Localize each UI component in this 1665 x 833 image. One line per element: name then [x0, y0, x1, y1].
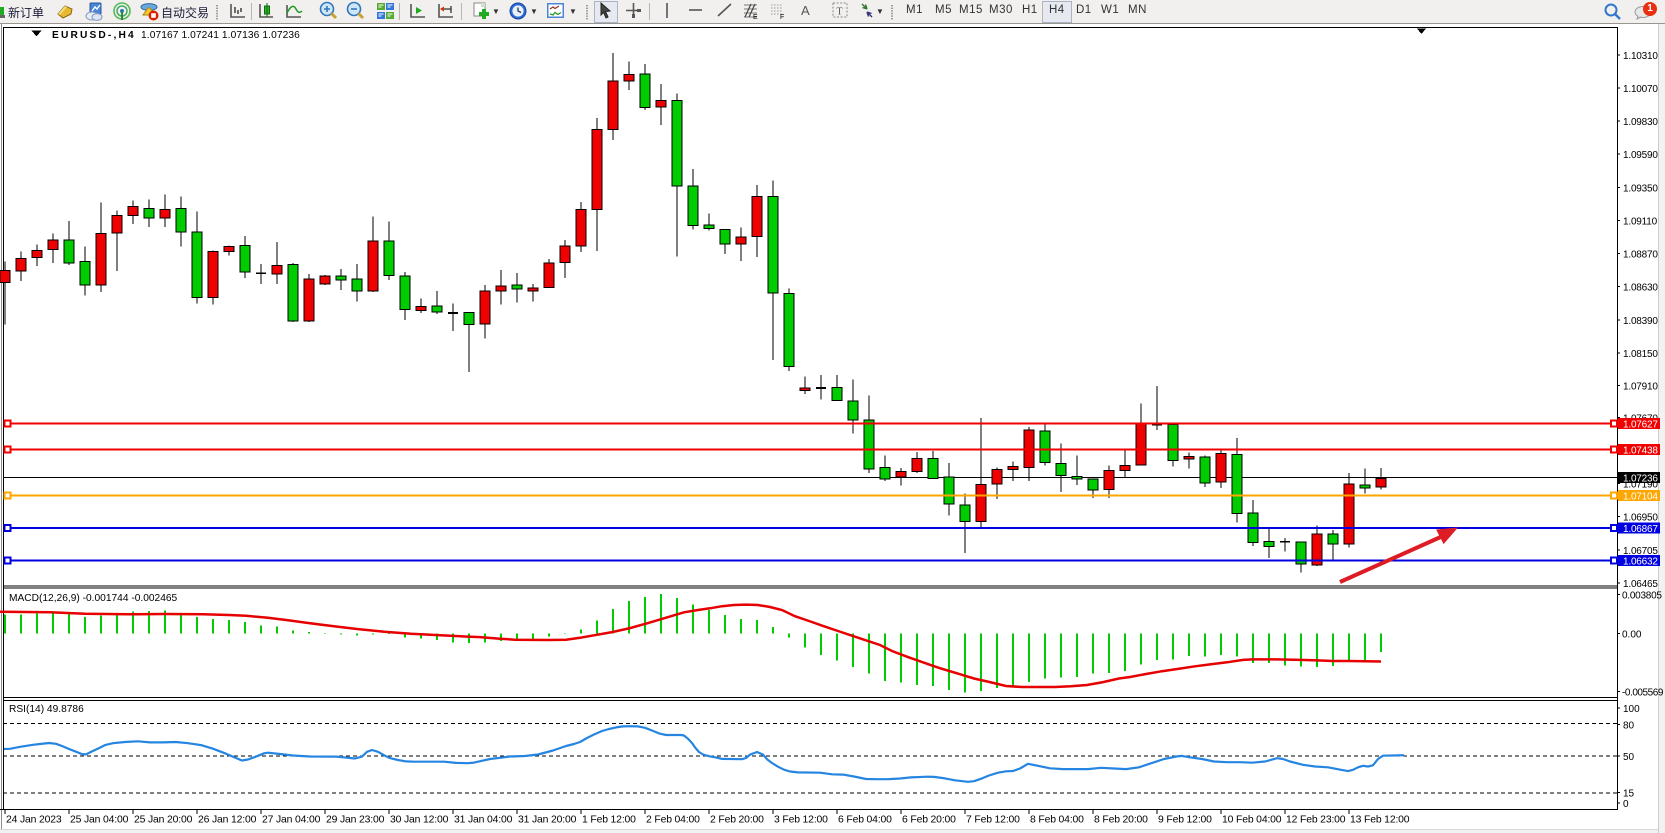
svg-text:6 Feb 20:00: 6 Feb 20:00	[902, 815, 956, 826]
svg-text:12 Feb 23:00: 12 Feb 23:00	[1286, 815, 1346, 826]
svg-text:1.07910: 1.07910	[1623, 381, 1658, 392]
svg-text:1.09830: 1.09830	[1623, 117, 1658, 128]
svg-text:0: 0	[1623, 799, 1629, 810]
svg-text:80: 80	[1623, 720, 1635, 731]
svg-text:1.07167 1.07241 1.07136 1.0723: 1.07167 1.07241 1.07136 1.07236	[141, 30, 300, 41]
svg-text:3 Feb 12:00: 3 Feb 12:00	[774, 815, 828, 826]
svg-text:50: 50	[1623, 752, 1635, 763]
svg-text:1.07627: 1.07627	[1623, 419, 1658, 430]
svg-text:1.07236: 1.07236	[1623, 473, 1658, 484]
svg-text:1.06950: 1.06950	[1623, 512, 1658, 523]
svg-text:8 Feb 04:00: 8 Feb 04:00	[1030, 815, 1084, 826]
svg-text:25 Jan 04:00: 25 Jan 04:00	[70, 815, 129, 826]
svg-text:1.06705: 1.06705	[1623, 546, 1658, 557]
svg-text:1.07190: 1.07190	[1623, 479, 1658, 490]
svg-text:8 Feb 20:00: 8 Feb 20:00	[1094, 815, 1148, 826]
svg-text:1.09350: 1.09350	[1623, 183, 1658, 194]
svg-text:RSI(14) 49.8786: RSI(14) 49.8786	[9, 704, 84, 715]
svg-text:31 Jan 20:00: 31 Jan 20:00	[518, 815, 577, 826]
svg-text:T: T	[837, 7, 843, 18]
svg-text:E: E	[753, 14, 758, 21]
svg-text:31 Jan 04:00: 31 Jan 04:00	[454, 815, 513, 826]
svg-text:10 Feb 04:00: 10 Feb 04:00	[1222, 815, 1282, 826]
svg-text:MACD(12,26,9) -0.001744 -0.002: MACD(12,26,9) -0.001744 -0.002465	[9, 593, 178, 604]
svg-text:1.06867: 1.06867	[1623, 524, 1658, 535]
svg-text:1.08150: 1.08150	[1623, 349, 1658, 360]
svg-text:15: 15	[1623, 788, 1635, 799]
svg-text:1.07438: 1.07438	[1623, 445, 1658, 456]
svg-text:2 Feb 20:00: 2 Feb 20:00	[710, 815, 764, 826]
svg-text:1.09110: 1.09110	[1623, 216, 1658, 227]
svg-text:-0.005569: -0.005569	[1622, 687, 1664, 698]
svg-text:EURUSD-,H4: EURUSD-,H4	[52, 30, 136, 41]
svg-text:0.00: 0.00	[1622, 629, 1642, 640]
svg-text:2 Feb 04:00: 2 Feb 04:00	[646, 815, 700, 826]
svg-text:1 Feb 12:00: 1 Feb 12:00	[582, 815, 636, 826]
svg-text:24 Jan 2023: 24 Jan 2023	[6, 815, 62, 826]
svg-text:30 Jan 12:00: 30 Jan 12:00	[390, 815, 449, 826]
svg-text:1.09590: 1.09590	[1623, 150, 1658, 161]
svg-text:27 Jan 04:00: 27 Jan 04:00	[262, 815, 321, 826]
svg-text:1.08630: 1.08630	[1623, 282, 1658, 293]
svg-text:13 Feb 12:00: 13 Feb 12:00	[1350, 815, 1410, 826]
svg-text:29 Jan 23:00: 29 Jan 23:00	[326, 815, 385, 826]
svg-text:0.003805: 0.003805	[1622, 590, 1662, 601]
svg-text:100: 100	[1623, 704, 1640, 715]
svg-text:1.06632: 1.06632	[1623, 556, 1658, 567]
svg-text:1.06465: 1.06465	[1623, 579, 1658, 590]
svg-text:F: F	[780, 14, 784, 21]
svg-text:25 Jan 20:00: 25 Jan 20:00	[134, 815, 193, 826]
svg-text:6 Feb 04:00: 6 Feb 04:00	[838, 815, 892, 826]
svg-text:1.07104: 1.07104	[1623, 491, 1658, 502]
svg-text:1.10070: 1.10070	[1623, 84, 1658, 95]
svg-text:26 Jan 12:00: 26 Jan 12:00	[198, 815, 257, 826]
svg-text:1.08870: 1.08870	[1623, 249, 1658, 260]
svg-text:1.08390: 1.08390	[1623, 316, 1658, 327]
svg-text:9 Feb 12:00: 9 Feb 12:00	[1158, 815, 1212, 826]
svg-text:1.10310: 1.10310	[1623, 51, 1658, 62]
svg-text:7 Feb 12:00: 7 Feb 12:00	[966, 815, 1020, 826]
